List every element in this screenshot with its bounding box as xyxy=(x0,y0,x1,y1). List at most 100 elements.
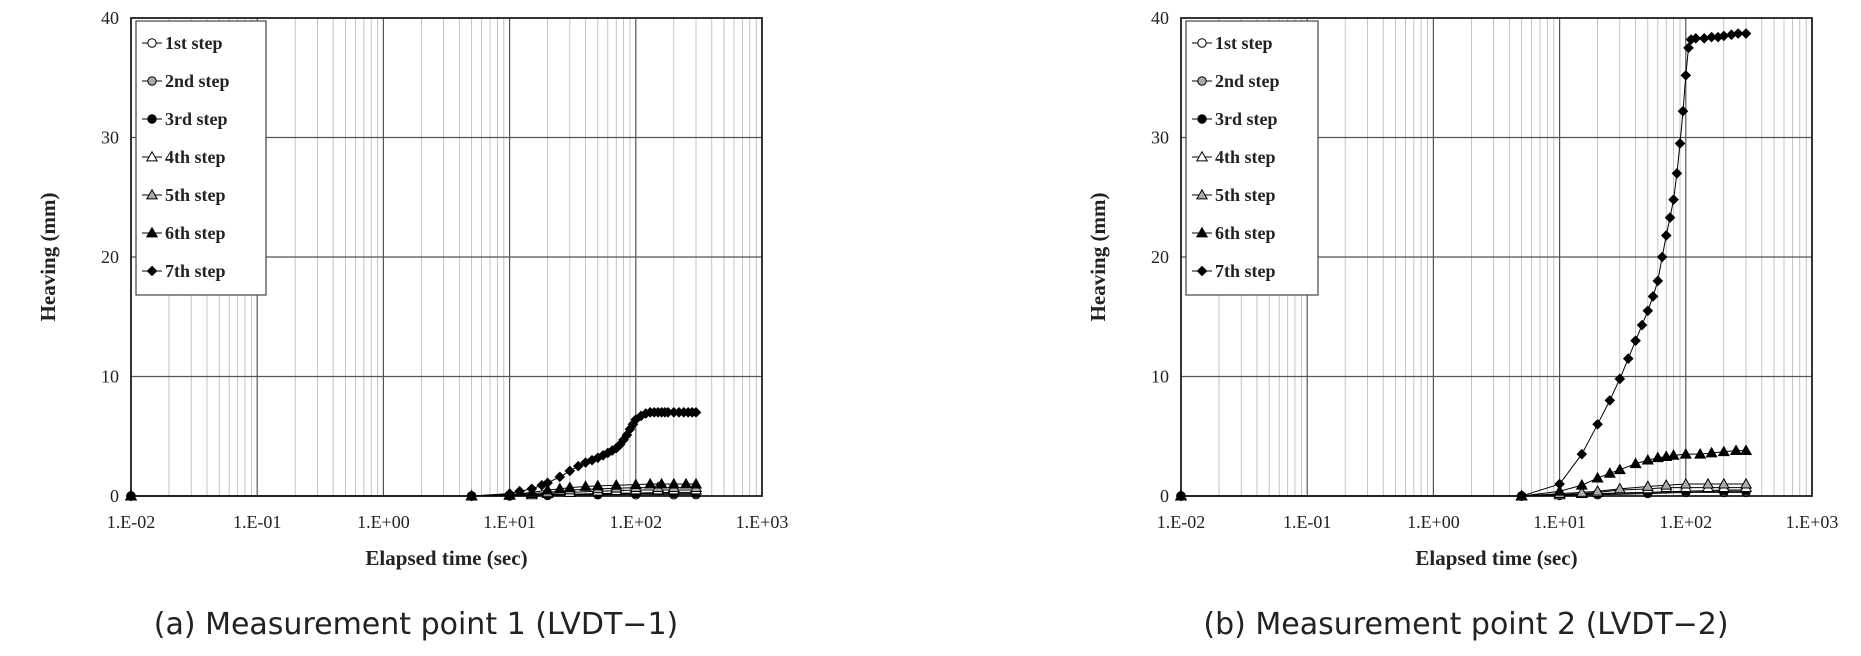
series-line xyxy=(1181,483,1747,497)
data-point xyxy=(563,481,576,493)
data-point xyxy=(1629,457,1642,469)
data-point xyxy=(1679,477,1692,489)
data-point xyxy=(1739,444,1753,455)
y-axis-title: Heaving (mm) xyxy=(1086,193,1110,322)
x-tick-label: 1.E+00 xyxy=(357,512,410,532)
data-point xyxy=(554,471,566,483)
x-tick-label: 1.E-01 xyxy=(233,512,282,532)
x-tick-label: 1.E+03 xyxy=(736,512,789,532)
data-point xyxy=(542,477,553,489)
chart-panel-lvdt-2: 0 10 20 30 40 1.E-02 1.E-01 1.E+00 1.E+01 1.E+02 1… xyxy=(1086,8,1838,642)
data-point xyxy=(1647,291,1659,302)
legend-marker xyxy=(1197,38,1207,48)
data-point xyxy=(679,477,693,489)
legend-label: 3rd step xyxy=(1215,109,1278,129)
legend-label: 6th step xyxy=(165,223,226,243)
y-tick-label: 20 xyxy=(101,247,119,267)
legend-marker xyxy=(1195,150,1209,162)
legend-label: 6th step xyxy=(1215,223,1276,243)
data-point xyxy=(667,477,680,489)
data-point xyxy=(1613,463,1626,475)
legend-label: 2nd step xyxy=(165,71,230,91)
legend-marker xyxy=(1197,76,1207,86)
x-axis-title: Elapsed time (sec) xyxy=(365,546,527,570)
data-point xyxy=(689,477,703,489)
legend-label: 4th step xyxy=(1215,147,1276,167)
data-point xyxy=(1671,168,1683,179)
data-point xyxy=(1740,28,1752,39)
legend-marker xyxy=(146,265,158,277)
y-tick-label: 40 xyxy=(101,8,119,28)
data-point xyxy=(541,483,554,495)
data-point xyxy=(644,477,657,489)
data-point xyxy=(610,479,623,490)
legend-marker xyxy=(145,150,159,162)
data-point xyxy=(526,483,538,495)
x-tick-label: 1.E+00 xyxy=(1407,512,1460,532)
y-tick-label: 20 xyxy=(1151,247,1169,267)
panel-caption: (a) Measurement point 1 (LVDT−1) xyxy=(154,607,679,642)
data-point xyxy=(1732,28,1744,39)
legend-label: 7th step xyxy=(165,261,226,281)
legend-label: 2nd step xyxy=(1215,71,1280,91)
data-point xyxy=(1667,449,1680,460)
data-point xyxy=(1656,251,1668,263)
data-point xyxy=(1641,480,1654,491)
y-tick-label: 0 xyxy=(1160,486,1169,506)
legend-marker xyxy=(145,226,159,238)
data-point xyxy=(1630,335,1641,346)
data-point xyxy=(1516,490,1527,502)
data-point xyxy=(1651,451,1664,463)
data-point xyxy=(125,490,137,502)
data-point xyxy=(1591,471,1604,483)
data-point xyxy=(1641,453,1654,465)
legend-label: 1st step xyxy=(165,33,223,53)
data-point xyxy=(572,460,584,472)
data-point xyxy=(690,407,702,418)
data-point xyxy=(504,488,515,499)
legend-marker xyxy=(147,38,157,48)
data-point xyxy=(1690,33,1702,44)
data-point xyxy=(1575,486,1588,497)
data-point xyxy=(1636,319,1648,331)
y-tick-label: 0 xyxy=(110,486,119,506)
y-tick-label: 30 xyxy=(101,128,119,148)
x-axis-title: Elapsed time (sec) xyxy=(1415,546,1577,570)
data-point xyxy=(1622,353,1634,364)
data-point xyxy=(1705,446,1718,458)
x-tick-label: 1.E+01 xyxy=(483,512,536,532)
legend-marker xyxy=(1196,265,1208,277)
series-7 xyxy=(1175,28,1752,502)
data-point xyxy=(1660,230,1672,241)
data-point xyxy=(553,482,566,494)
data-point xyxy=(1613,482,1626,494)
data-point xyxy=(1683,42,1694,54)
data-point xyxy=(1575,479,1588,490)
data-point xyxy=(1739,477,1753,489)
y-axis-title: Heaving (mm) xyxy=(36,193,60,322)
data-point xyxy=(591,479,604,491)
data-point xyxy=(1554,478,1565,490)
data-point xyxy=(629,478,642,490)
data-point xyxy=(1604,395,1616,406)
legend: 1st step 2nd step 3rd step 4th step 5th step… xyxy=(135,20,267,296)
y-tick-label: 10 xyxy=(1151,367,1169,387)
data-point xyxy=(1576,448,1588,460)
data-point xyxy=(1553,485,1566,496)
legend-label: 7th step xyxy=(1215,261,1276,281)
legend-label: 5th step xyxy=(165,185,226,205)
data-point xyxy=(1677,105,1689,117)
panel-caption: (b) Measurement point 2 (LVDT−2) xyxy=(1203,607,1728,642)
x-tick-label: 1.E+03 xyxy=(1786,512,1839,532)
legend-box xyxy=(1185,20,1319,296)
legend-marker xyxy=(1195,226,1209,238)
legend-marker xyxy=(1197,114,1207,124)
legend-marker xyxy=(147,76,157,86)
x-tick-label: 1.E-02 xyxy=(1157,512,1206,532)
legend-marker xyxy=(1195,188,1209,200)
data-point xyxy=(1717,477,1730,489)
legend-marker xyxy=(147,114,157,124)
data-point xyxy=(1679,447,1692,459)
data-point xyxy=(1603,467,1616,478)
